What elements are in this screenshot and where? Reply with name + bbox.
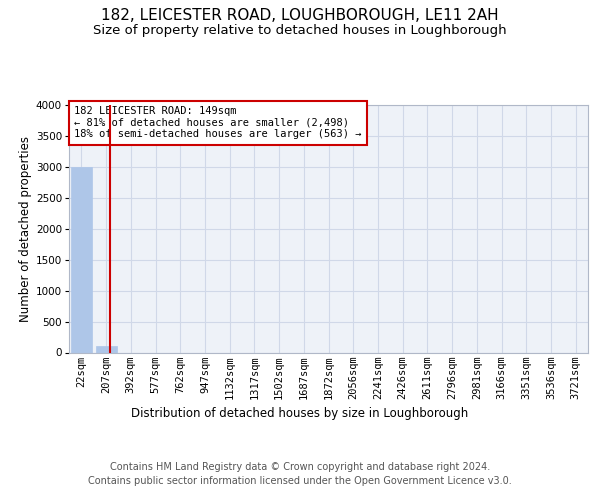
Y-axis label: Number of detached properties: Number of detached properties — [19, 136, 32, 322]
Text: Size of property relative to detached houses in Loughborough: Size of property relative to detached ho… — [93, 24, 507, 37]
Text: Distribution of detached houses by size in Loughborough: Distribution of detached houses by size … — [131, 408, 469, 420]
Bar — [95, 346, 116, 352]
Text: Contains public sector information licensed under the Open Government Licence v3: Contains public sector information licen… — [88, 476, 512, 486]
Text: 182 LEICESTER ROAD: 149sqm
← 81% of detached houses are smaller (2,498)
18% of s: 182 LEICESTER ROAD: 149sqm ← 81% of deta… — [74, 106, 362, 140]
Text: Contains HM Land Registry data © Crown copyright and database right 2024.: Contains HM Land Registry data © Crown c… — [110, 462, 490, 472]
Text: 182, LEICESTER ROAD, LOUGHBOROUGH, LE11 2AH: 182, LEICESTER ROAD, LOUGHBOROUGH, LE11 … — [101, 8, 499, 22]
Bar — [71, 167, 92, 352]
